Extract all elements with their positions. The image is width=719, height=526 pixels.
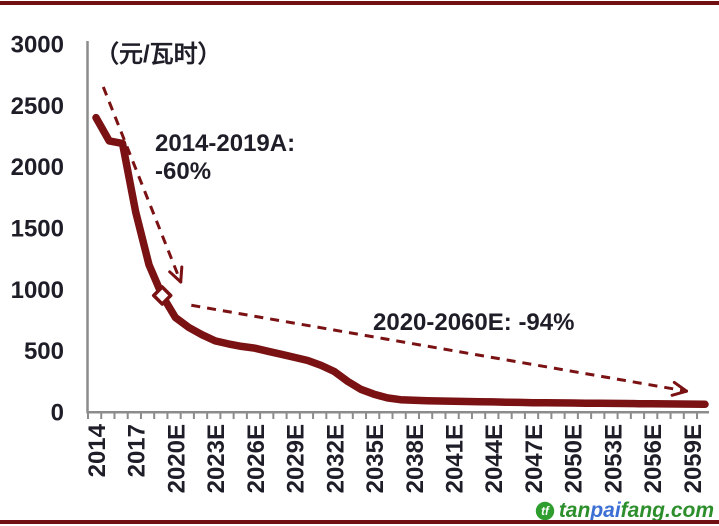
top-border-bar bbox=[0, 1, 719, 5]
annotation-label: -60% bbox=[155, 158, 211, 185]
x-axis-tick-label: 2032E bbox=[322, 424, 349, 493]
x-axis-tick-label: 2026E bbox=[243, 424, 270, 493]
x-axis-tick-label: 2020E bbox=[163, 424, 190, 493]
y-axis-tick-label: 1500 bbox=[11, 216, 64, 243]
annotation-arrow-head bbox=[168, 270, 183, 284]
x-axis-tick-label: 2053E bbox=[600, 424, 627, 493]
tanpaifang-watermark[interactable]: tf tanpaifang.com bbox=[535, 500, 714, 521]
annotation-label: 2020-2060E: -94% bbox=[373, 309, 574, 336]
x-axis-tick-label: 2041E bbox=[441, 424, 468, 493]
annotation-arrow-shaft bbox=[101, 86, 183, 283]
bottom-border-bar bbox=[0, 520, 719, 524]
svg-text:tf: tf bbox=[541, 506, 550, 518]
y-axis-tick-label: 3000 bbox=[11, 32, 64, 59]
annotation-arrow-head bbox=[672, 380, 689, 393]
x-axis-tick-label: 2059E bbox=[680, 424, 707, 493]
x-axis-tick-label: 2038E bbox=[402, 424, 429, 493]
annotation-arrow-head bbox=[670, 389, 689, 397]
y-axis-tick-label: 1000 bbox=[11, 277, 64, 304]
y-axis-tick-label: 2500 bbox=[11, 93, 64, 120]
watermark-text-tan: tan bbox=[558, 499, 591, 522]
annotation-arrow-head bbox=[179, 265, 184, 284]
x-axis-tick-label: 2014 bbox=[84, 423, 111, 477]
watermark-text-pai: pai bbox=[590, 499, 621, 522]
unit-label: （元/瓦时） bbox=[95, 41, 222, 68]
x-axis-tick-label: 2029E bbox=[283, 424, 310, 493]
y-axis-tick-label: 500 bbox=[24, 338, 64, 365]
x-axis-tick-label: 2056E bbox=[640, 424, 667, 493]
tanpaifang-logo-icon: tf bbox=[535, 501, 555, 520]
diamond-marker-2019 bbox=[151, 285, 173, 306]
watermark-text-fang: fang.com bbox=[620, 499, 714, 522]
x-axis-tick-label: 2044E bbox=[481, 424, 508, 493]
y-axis-tick-label: 0 bbox=[51, 400, 64, 427]
y-axis-tick-label: 2000 bbox=[11, 154, 64, 181]
x-axis-tick-label: 2017 bbox=[124, 424, 151, 477]
x-axis-tick-label: 2050E bbox=[561, 424, 588, 493]
annotation-arrow-shaft bbox=[191, 303, 687, 393]
price-line-series bbox=[92, 113, 709, 409]
x-axis-tick-label: 2047E bbox=[521, 424, 548, 493]
x-axis-tick-label: 2023E bbox=[203, 424, 230, 493]
watermark-text: tanpaifang.com bbox=[559, 500, 714, 521]
annotation-label: 2014-2019A: bbox=[155, 130, 295, 157]
x-axis-tick-label: 2035E bbox=[362, 424, 389, 493]
